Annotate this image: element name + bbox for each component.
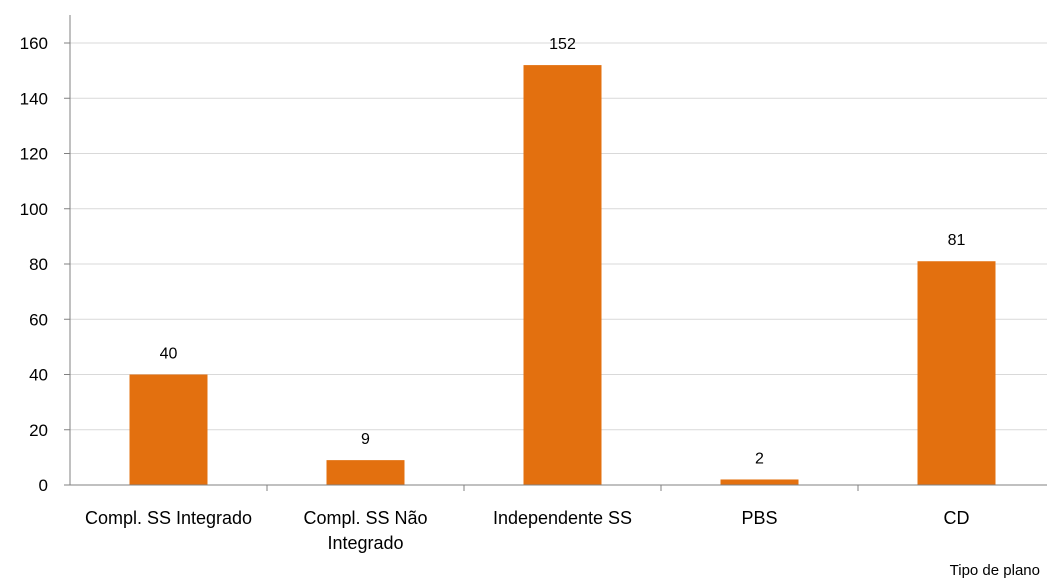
- y-tick-label: 40: [29, 366, 48, 385]
- category-label: Compl. SS Integrado: [85, 508, 252, 528]
- y-tick-label: 60: [29, 310, 48, 329]
- category-label: Independente SS: [493, 508, 632, 528]
- bars: [129, 65, 996, 485]
- y-tick-labels: 0 20 40 60 80 100 120 140 160: [20, 34, 48, 495]
- data-label: 81: [948, 232, 966, 249]
- category-label: CD: [944, 508, 970, 528]
- y-tick-label: 20: [29, 421, 48, 440]
- category-label: PBS: [741, 508, 777, 528]
- y-tick-label: 80: [29, 255, 48, 274]
- y-tick-label: 0: [39, 476, 48, 495]
- category-label: Compl. SS Não Integrado: [303, 508, 427, 553]
- data-label: 152: [549, 36, 576, 53]
- y-tick-label: 160: [20, 34, 48, 53]
- category-labels: Compl. SS Integrado Compl. SS Não Integrad…: [85, 508, 970, 553]
- axes: [69, 15, 1047, 486]
- data-label: 2: [755, 450, 764, 467]
- bar: [720, 479, 799, 485]
- x-axis-title: Tipo de plano: [950, 562, 1040, 579]
- bar: [917, 261, 996, 485]
- y-tick-label: 120: [20, 145, 48, 164]
- bar: [129, 374, 208, 485]
- bar: [326, 460, 405, 485]
- y-tick-label: 100: [20, 200, 48, 219]
- bar: [523, 65, 602, 485]
- y-tick-label: 140: [20, 89, 48, 108]
- data-label: 9: [361, 431, 370, 448]
- data-labels: 40 9 152 2 81: [160, 36, 966, 467]
- data-label: 40: [160, 346, 178, 363]
